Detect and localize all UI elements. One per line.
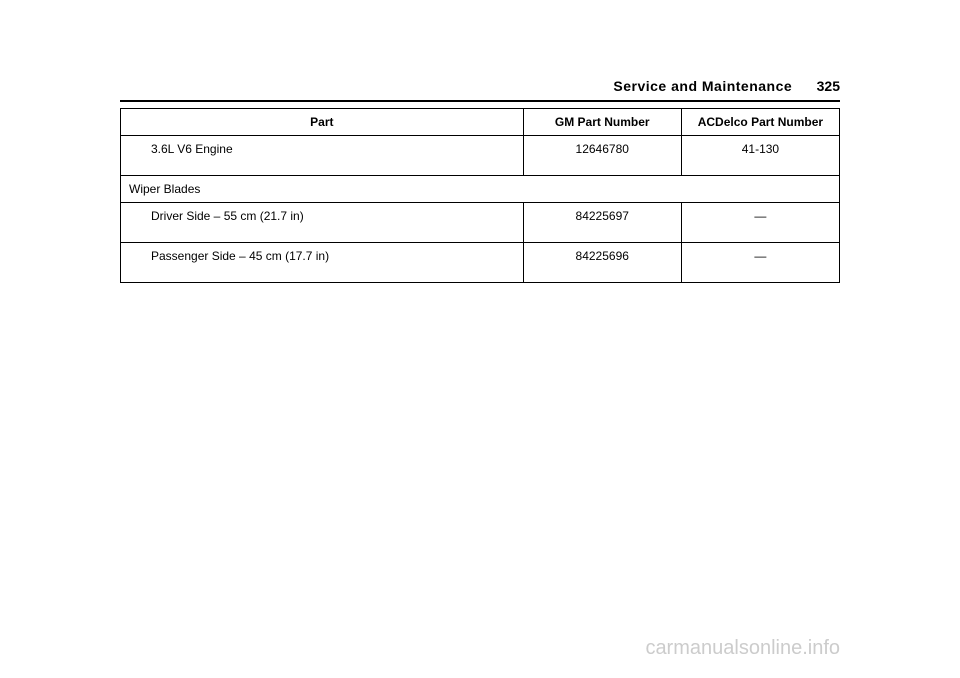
page-number: 325 [817,78,840,94]
header-gm: GM Part Number [523,109,681,136]
cell-acdelco: 41-130 [681,136,839,176]
watermark: carmanualsonline.info [645,637,840,660]
header-acdelco: ACDelco Part Number [681,109,839,136]
cell-part: 3.6L V6 Engine [121,136,524,176]
cell-gm: 12646780 [523,136,681,176]
cell-gm: 84225697 [523,203,681,243]
cell-acdelco: — [681,203,839,243]
header-part: Part [121,109,524,136]
table-section-row: Wiper Blades [121,176,840,203]
cell-section: Wiper Blades [121,176,840,203]
page-header: Service and Maintenance 325 [120,78,840,102]
cell-part: Driver Side – 55 cm (21.7 in) [121,203,524,243]
section-title: Service and Maintenance [613,78,792,94]
table-row: Driver Side – 55 cm (21.7 in) 84225697 — [121,203,840,243]
table-row: 3.6L V6 Engine 12646780 41-130 [121,136,840,176]
table-header-row: Part GM Part Number ACDelco Part Number [121,109,840,136]
parts-table: Part GM Part Number ACDelco Part Number … [120,108,840,283]
cell-part: Passenger Side – 45 cm (17.7 in) [121,243,524,283]
table-row: Passenger Side – 45 cm (17.7 in) 8422569… [121,243,840,283]
cell-gm: 84225696 [523,243,681,283]
cell-acdelco: — [681,243,839,283]
